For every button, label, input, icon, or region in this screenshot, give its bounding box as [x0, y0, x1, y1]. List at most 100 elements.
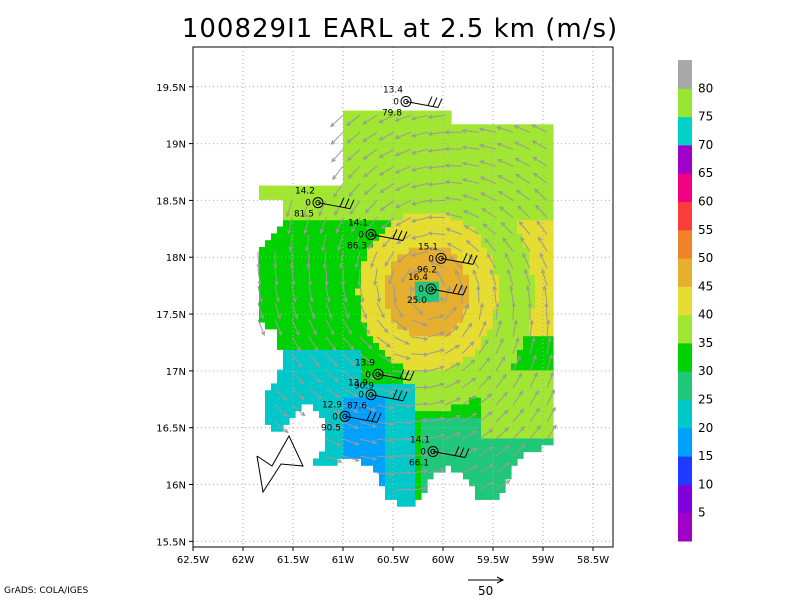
field-cell [469, 417, 476, 425]
field-cell [469, 424, 476, 432]
wind-vector [447, 242, 463, 252]
field-cell [535, 226, 542, 234]
field-cell [463, 472, 470, 480]
field-cell [283, 212, 290, 221]
field-cell [457, 287, 464, 296]
field-cell [391, 397, 398, 405]
field-cell [349, 158, 356, 166]
field-cell [403, 110, 410, 118]
wind-vector [527, 286, 531, 303]
field-cell [295, 349, 302, 357]
field-cell [367, 240, 374, 248]
field-cell [307, 267, 314, 275]
field-cell [319, 226, 326, 234]
field-cell [325, 403, 332, 412]
field-cell [397, 151, 404, 159]
wind-vector [428, 114, 446, 118]
field-cell [307, 342, 314, 350]
field-cell [373, 253, 380, 262]
y-tick-label: 19.5N [156, 83, 186, 94]
field-cell [463, 315, 470, 323]
field-cell [481, 335, 488, 343]
wind-vector-head [368, 244, 373, 250]
field-cell [445, 328, 452, 337]
field-cell [301, 397, 308, 405]
field-cell [499, 349, 506, 357]
field-cell [367, 274, 374, 282]
field-cell [427, 206, 434, 214]
wind-vector-head [427, 215, 433, 220]
wind-vector [490, 269, 497, 286]
field-cell [523, 287, 530, 296]
field-cell [415, 212, 422, 221]
field-cell [439, 342, 446, 350]
field-cell [301, 376, 308, 384]
field-cell [517, 342, 524, 350]
field-cell [535, 376, 542, 384]
colorbar-swatch [678, 88, 692, 118]
wind-vector [325, 268, 328, 286]
wind-vector-head [519, 408, 525, 414]
field-cell [355, 308, 362, 316]
field-cell [331, 424, 338, 432]
wind-vector [291, 370, 304, 384]
wind-vector [376, 319, 388, 333]
field-cell [427, 444, 434, 453]
field-cell [271, 253, 278, 262]
wind-vector [411, 131, 429, 137]
wind-vector-head [503, 391, 508, 397]
field-cell [529, 192, 536, 200]
wind-vector [274, 387, 287, 401]
observation-label-top: 13.9 [355, 358, 375, 368]
field-cell [535, 185, 542, 193]
station-inner-circle [438, 255, 444, 262]
field-cell [523, 206, 530, 214]
wind-vector-head [472, 430, 478, 435]
field-cell [487, 322, 494, 330]
wind-vector [291, 387, 305, 400]
wind-vector-head [354, 457, 360, 462]
wind-vector [512, 408, 524, 423]
field-cell [421, 253, 428, 262]
field-cell [433, 281, 440, 289]
wind-vector [478, 303, 483, 320]
field-cell [271, 390, 278, 398]
field-cell [463, 144, 470, 153]
field-cell [517, 253, 524, 262]
field-cell [529, 199, 536, 207]
field-cell [511, 315, 518, 323]
field-cell [367, 178, 374, 187]
field-cell [391, 410, 398, 418]
field-cell [349, 212, 356, 221]
field-cell [343, 315, 350, 323]
field-cell [445, 356, 452, 364]
field-cell [547, 226, 554, 234]
wind-vector [522, 253, 531, 269]
field-cell [379, 342, 386, 350]
field-cell [379, 212, 386, 221]
field-cell [343, 144, 350, 153]
field-cell [397, 451, 404, 459]
field-cell [475, 342, 482, 350]
field-cell [415, 253, 422, 262]
field-cell [541, 212, 548, 221]
wind-vector [400, 268, 412, 283]
field-cell [325, 260, 332, 268]
wind-vector [325, 455, 342, 463]
field-cell [325, 397, 332, 405]
field-cell [523, 431, 530, 439]
field-cell [331, 376, 338, 384]
field-cell [511, 376, 518, 384]
field-cell [397, 267, 404, 275]
field-cell [343, 362, 350, 371]
field-cell [331, 260, 338, 268]
field-cell [397, 212, 404, 221]
wind-vector-head [542, 285, 548, 291]
field-cell [283, 185, 290, 193]
field-cell [349, 219, 356, 228]
field-cell [331, 274, 338, 282]
field-cell [325, 199, 332, 207]
field-cell [541, 397, 548, 405]
field-cell [427, 342, 434, 350]
wind-vector-head [406, 387, 412, 392]
